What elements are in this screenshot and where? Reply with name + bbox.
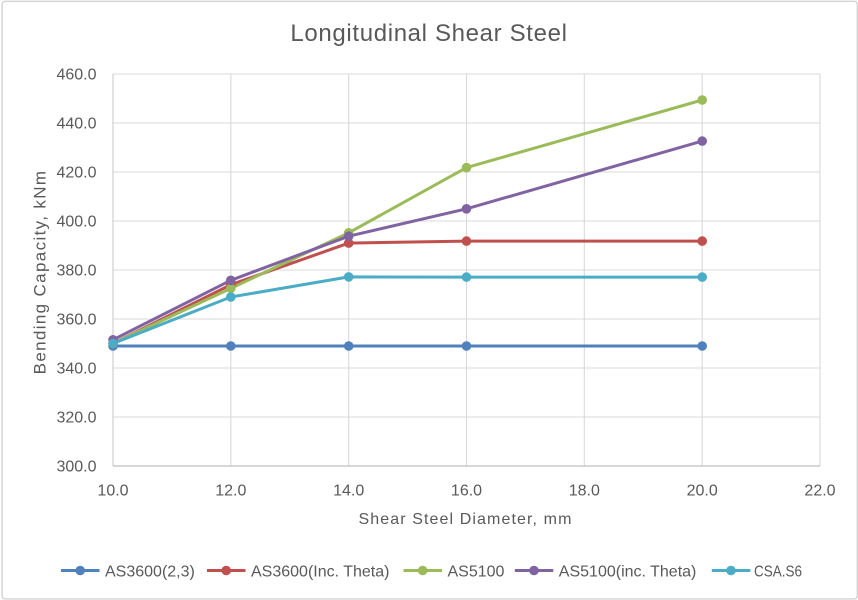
svg-text:18.0: 18.0 xyxy=(569,483,600,500)
svg-text:300.0: 300.0 xyxy=(56,459,96,476)
svg-text:440.0: 440.0 xyxy=(56,116,96,133)
svg-text:340.0: 340.0 xyxy=(56,361,96,378)
svg-text:AS3600(2,3): AS3600(2,3) xyxy=(105,564,195,581)
svg-text:460.0: 460.0 xyxy=(56,67,96,84)
svg-text:AS5100: AS5100 xyxy=(448,564,505,581)
svg-text:10.0: 10.0 xyxy=(97,483,128,500)
svg-text:420.0: 420.0 xyxy=(56,165,96,182)
svg-text:CSA.S6: CSA.S6 xyxy=(754,564,802,581)
svg-text:Shear Steel Diameter, mm: Shear Steel Diameter, mm xyxy=(358,511,572,528)
svg-text:320.0: 320.0 xyxy=(56,410,96,427)
svg-text:12.0: 12.0 xyxy=(215,483,246,500)
svg-text:380.0: 380.0 xyxy=(56,263,96,280)
svg-text:Longitudinal Shear Steel: Longitudinal Shear Steel xyxy=(290,20,567,47)
svg-text:14.0: 14.0 xyxy=(333,483,364,500)
svg-text:Bending Capacity, kNm: Bending Capacity, kNm xyxy=(31,170,50,375)
svg-text:22.0: 22.0 xyxy=(804,483,835,500)
svg-text:AS5100(inc. Theta): AS5100(inc. Theta) xyxy=(559,564,697,581)
svg-text:400.0: 400.0 xyxy=(56,214,96,231)
svg-text:16.0: 16.0 xyxy=(451,483,482,500)
svg-text:20.0: 20.0 xyxy=(687,483,718,500)
svg-text:AS3600(Inc. Theta): AS3600(Inc. Theta) xyxy=(251,564,389,581)
svg-text:360.0: 360.0 xyxy=(56,312,96,329)
